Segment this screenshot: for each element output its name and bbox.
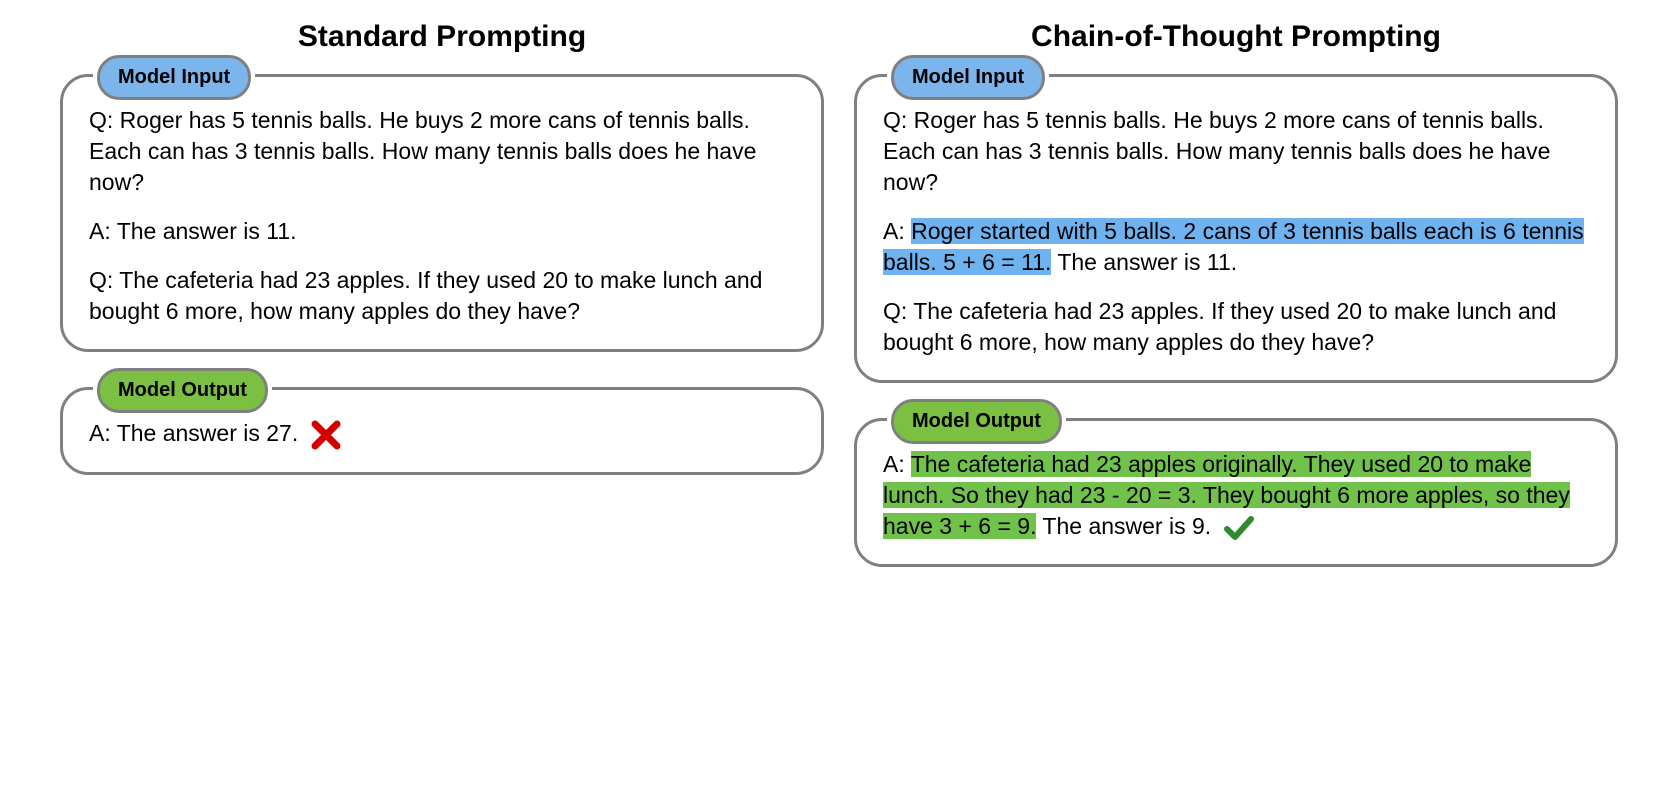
check-icon (1224, 514, 1254, 542)
answer-prefix: A: (883, 218, 911, 244)
target-question: Q: The cafeteria had 23 apples. If they … (883, 296, 1589, 358)
example-question-1: Q: Roger has 5 tennis balls. He buys 2 m… (883, 105, 1589, 198)
column-title: Chain-of-Thought Prompting (854, 20, 1618, 54)
output-answer: A: The answer is 27. (89, 418, 795, 450)
example-answer-1: A: The answer is 11. (89, 216, 795, 247)
output-answer: A: The cafeteria had 23 apples originall… (883, 449, 1589, 542)
output-tag: Model Output (891, 399, 1062, 444)
input-tag-wrap: Model Input (93, 55, 255, 100)
input-tag-wrap: Model Input (887, 55, 1049, 100)
cross-icon (311, 420, 341, 450)
input-tag: Model Input (97, 55, 251, 100)
standard-prompting-column: Standard Prompting Model Input Q: Roger … (60, 20, 824, 602)
model-output-box: Model Output A: The answer is 27. (60, 387, 824, 475)
chain-of-thought-column: Chain-of-Thought Prompting Model Input Q… (854, 20, 1618, 602)
target-question: Q: The cafeteria had 23 apples. If they … (89, 265, 795, 327)
output-tag-wrap: Model Output (887, 399, 1066, 444)
answer-suffix: The answer is 11. (1051, 249, 1237, 275)
column-title: Standard Prompting (60, 20, 824, 54)
output-tag: Model Output (97, 368, 268, 413)
model-input-box: Model Input Q: Roger has 5 tennis balls.… (854, 74, 1618, 383)
model-input-box: Model Input Q: Roger has 5 tennis balls.… (60, 74, 824, 352)
diagram-container: Standard Prompting Model Input Q: Roger … (60, 20, 1618, 602)
output-text: A: The answer is 27. (89, 420, 298, 446)
input-tag: Model Input (891, 55, 1045, 100)
answer-suffix: The answer is 9. (1036, 513, 1211, 539)
example-question-1: Q: Roger has 5 tennis balls. He buys 2 m… (89, 105, 795, 198)
example-answer-1: A: Roger started with 5 balls. 2 cans of… (883, 216, 1589, 278)
answer-prefix: A: (883, 451, 911, 477)
output-tag-wrap: Model Output (93, 368, 272, 413)
model-output-box: Model Output A: The cafeteria had 23 app… (854, 418, 1618, 567)
